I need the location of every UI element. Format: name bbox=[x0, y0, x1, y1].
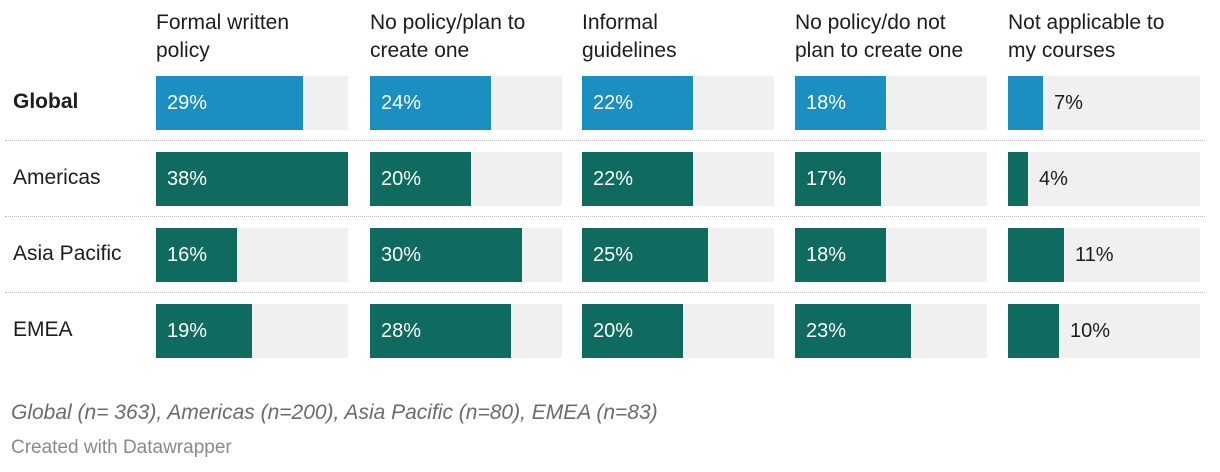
bar bbox=[1008, 304, 1059, 358]
bar-track: 25% bbox=[582, 228, 774, 282]
bar-track: 38% bbox=[156, 152, 348, 206]
bar-track: 30% bbox=[370, 228, 562, 282]
bar-value-label: 10% bbox=[1070, 320, 1111, 342]
bar-track: 20% bbox=[370, 152, 562, 206]
bar-track: 19% bbox=[156, 304, 348, 358]
column-header-line: my courses bbox=[1008, 39, 1116, 62]
column-header-line: create one bbox=[370, 39, 470, 62]
bar-value-label: 20% bbox=[381, 168, 422, 190]
bar bbox=[1008, 76, 1043, 130]
bar-track: 28% bbox=[370, 304, 562, 358]
column-header: No policy/do not plan to create one bbox=[795, 9, 963, 65]
row-label: Global bbox=[13, 90, 79, 113]
column-header-line: Informal bbox=[582, 11, 658, 34]
bar-track: 18% bbox=[795, 228, 987, 282]
bar bbox=[370, 76, 491, 130]
bar-value-label: 29% bbox=[167, 92, 208, 114]
bar bbox=[156, 228, 237, 282]
bar-track: 16% bbox=[156, 228, 348, 282]
row-label: EMEA bbox=[13, 318, 73, 341]
bar-value-label: 19% bbox=[167, 320, 208, 342]
bar-value-label: 18% bbox=[806, 244, 847, 266]
bar-track: 22% bbox=[582, 76, 774, 130]
column-header: Not applicable to my courses bbox=[1008, 9, 1164, 65]
column-header-line: guidelines bbox=[582, 39, 677, 62]
bar bbox=[370, 304, 511, 358]
bar-track: 22% bbox=[582, 152, 774, 206]
bar-value-label: 16% bbox=[167, 244, 208, 266]
column-header: Informal guidelines bbox=[582, 9, 677, 65]
chart-area: Formal written policy No policy/plan to cre… bbox=[5, 9, 1205, 358]
bar bbox=[795, 304, 911, 358]
bar-value-label: 20% bbox=[593, 320, 634, 342]
row-label: Asia Pacific bbox=[13, 242, 122, 265]
bar-value-label: 24% bbox=[381, 92, 422, 114]
bar bbox=[156, 304, 252, 358]
row-separator bbox=[5, 216, 1205, 217]
bar-value-label: 22% bbox=[593, 168, 634, 190]
bar bbox=[795, 228, 886, 282]
bar-track: 23% bbox=[795, 304, 987, 358]
bar-track: 29% bbox=[156, 76, 348, 130]
row-separator bbox=[5, 292, 1205, 293]
bar-value-label: 18% bbox=[806, 92, 847, 114]
bar-value-label: 30% bbox=[381, 244, 422, 266]
bar bbox=[370, 152, 471, 206]
bar bbox=[795, 76, 886, 130]
row-label: Americas bbox=[13, 166, 101, 189]
bar-track: 10% bbox=[1008, 304, 1200, 358]
bar bbox=[582, 304, 683, 358]
bar-track: 7% bbox=[1008, 76, 1200, 130]
bar bbox=[156, 76, 303, 130]
column-header-line: Not applicable to bbox=[1008, 11, 1165, 34]
column-header-line: No policy/plan to bbox=[370, 11, 526, 34]
bar-value-label: 11% bbox=[1075, 244, 1114, 266]
row-separator bbox=[5, 140, 1205, 141]
chart-footnote: Global (n= 363), Americas (n=200), Asia … bbox=[11, 401, 658, 424]
bar-value-label: 23% bbox=[806, 320, 847, 342]
bar bbox=[582, 152, 693, 206]
bar-track: 4% bbox=[1008, 152, 1200, 206]
bar-track: 18% bbox=[795, 76, 987, 130]
column-header: No policy/plan to create one bbox=[370, 9, 525, 65]
bar-value-label: 22% bbox=[593, 92, 634, 114]
bar-value-label: 38% bbox=[167, 168, 208, 190]
chart-credit: Created with Datawrapper bbox=[11, 437, 232, 458]
bar bbox=[370, 228, 522, 282]
column-header-line: No policy/do not bbox=[795, 11, 946, 34]
bar-value-label: 28% bbox=[381, 320, 422, 342]
bar bbox=[1008, 152, 1028, 206]
bar bbox=[795, 152, 881, 206]
bar-track: 17% bbox=[795, 152, 987, 206]
bar-value-label: 7% bbox=[1054, 92, 1083, 114]
bar bbox=[582, 228, 708, 282]
bar bbox=[1008, 228, 1064, 282]
bar bbox=[582, 76, 693, 130]
bar-track: 20% bbox=[582, 304, 774, 358]
column-header-line: policy bbox=[156, 39, 210, 62]
bar-value-label: 25% bbox=[593, 244, 634, 266]
bar-value-label: 4% bbox=[1039, 168, 1068, 190]
column-header: Formal written policy bbox=[156, 9, 289, 65]
column-header-line: Formal written bbox=[156, 11, 290, 34]
bar-track: 11% bbox=[1008, 228, 1200, 282]
bar bbox=[156, 152, 348, 206]
bar-value-label: 17% bbox=[806, 168, 847, 190]
column-header-line: plan to create one bbox=[795, 39, 964, 62]
bar-track: 24% bbox=[370, 76, 562, 130]
